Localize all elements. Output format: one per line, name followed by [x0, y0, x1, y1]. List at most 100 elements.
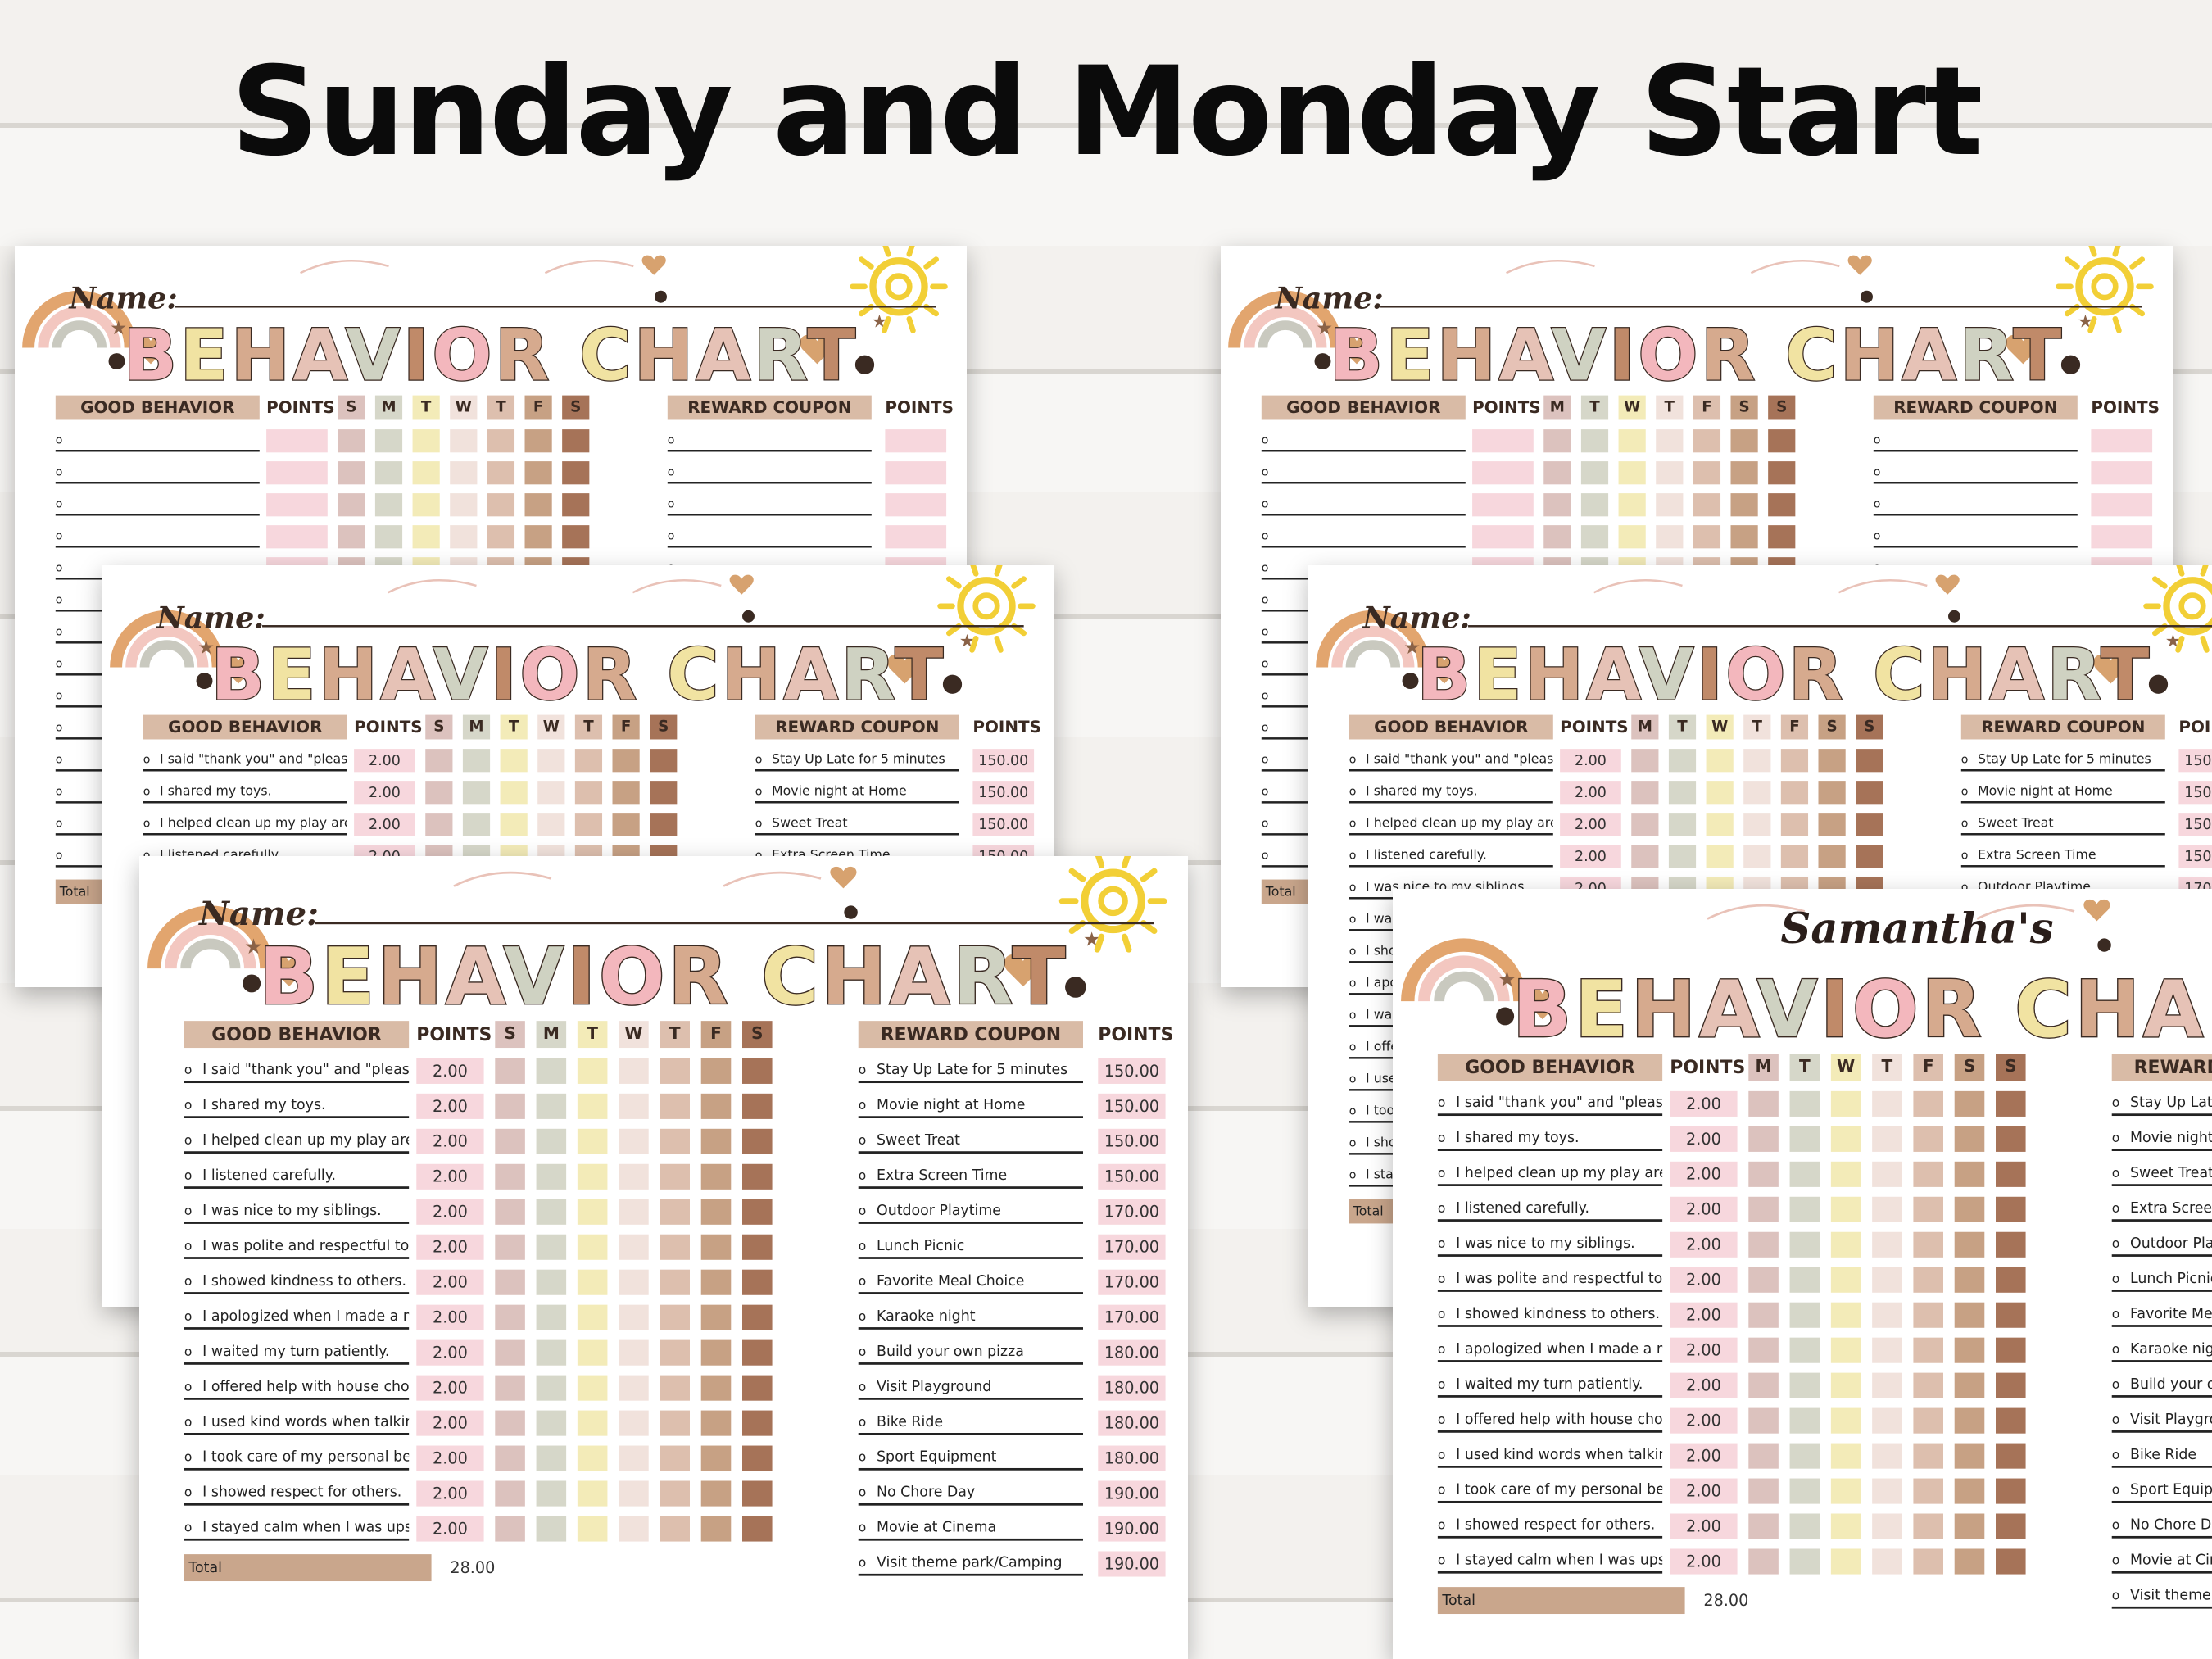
- day-checkbox[interactable]: [1668, 781, 1697, 805]
- day-checkbox[interactable]: [487, 429, 515, 453]
- reward-points[interactable]: 170.00: [1098, 1199, 1166, 1225]
- reward-item[interactable]: Extra Screen Time: [858, 1164, 1083, 1189]
- day-checkbox[interactable]: [1743, 781, 1771, 805]
- day-checkbox[interactable]: [1996, 1513, 2026, 1539]
- day-checkbox[interactable]: [536, 1410, 567, 1436]
- day-checkbox[interactable]: [1996, 1196, 2026, 1222]
- day-checkbox[interactable]: [462, 813, 491, 836]
- behavior-points[interactable]: 2.00: [416, 1093, 484, 1119]
- reward-item[interactable]: Visit Playground: [2111, 1408, 2212, 1433]
- day-checkbox[interactable]: [536, 1093, 567, 1119]
- day-checkbox[interactable]: [1996, 1337, 2026, 1363]
- behavior-item[interactable]: I was nice to my siblings.: [1437, 1232, 1663, 1257]
- name-field[interactable]: [1380, 306, 2142, 308]
- behavior-points[interactable]: 2.00: [416, 1375, 484, 1401]
- day-checkbox[interactable]: [1789, 1126, 1820, 1152]
- day-checkbox[interactable]: [1730, 493, 1758, 517]
- reward-item[interactable]: Sport Equipment: [858, 1446, 1083, 1471]
- behavior-points[interactable]: 2.00: [1670, 1372, 1738, 1398]
- day-checkbox[interactable]: [462, 749, 491, 773]
- day-checkbox[interactable]: [1830, 1196, 1861, 1222]
- day-checkbox[interactable]: [1543, 525, 1571, 549]
- day-checkbox[interactable]: [1789, 1090, 1820, 1117]
- day-checkbox[interactable]: [1913, 1126, 1943, 1152]
- name-field[interactable]: [175, 306, 936, 308]
- day-checkbox[interactable]: [1618, 493, 1646, 517]
- reward-item[interactable]: [667, 461, 872, 484]
- day-checkbox[interactable]: [1580, 429, 1609, 453]
- day-checkbox[interactable]: [1830, 1548, 1861, 1575]
- day-checkbox[interactable]: [536, 1375, 567, 1401]
- day-checkbox[interactable]: [1996, 1090, 2026, 1117]
- reward-item[interactable]: Stay Up Late for 5 minutes: [755, 749, 959, 772]
- day-checkbox[interactable]: [1954, 1090, 1985, 1117]
- day-checkbox[interactable]: [1954, 1372, 1985, 1398]
- day-checkbox[interactable]: [1818, 845, 1846, 868]
- day-checkbox[interactable]: [425, 813, 453, 836]
- day-checkbox[interactable]: [619, 1058, 649, 1084]
- reward-item[interactable]: [667, 493, 872, 516]
- behavior-points[interactable]: 2.00: [354, 749, 415, 773]
- day-checkbox[interactable]: [425, 781, 453, 805]
- day-checkbox[interactable]: [1872, 1090, 1902, 1117]
- behavior-points[interactable]: 2.00: [1560, 749, 1621, 773]
- behavior-points[interactable]: [266, 525, 328, 549]
- day-checkbox[interactable]: [450, 525, 478, 549]
- day-checkbox[interactable]: [742, 1269, 773, 1295]
- reward-item[interactable]: [1873, 461, 2078, 484]
- day-checkbox[interactable]: [1913, 1407, 1943, 1434]
- day-checkbox[interactable]: [619, 1199, 649, 1225]
- reward-item[interactable]: Lunch Picnic: [858, 1235, 1083, 1259]
- behavior-item[interactable]: [55, 525, 260, 548]
- reward-points[interactable]: [2091, 525, 2153, 549]
- day-checkbox[interactable]: [495, 1269, 525, 1295]
- reward-item[interactable]: Sweet Treat: [858, 1129, 1083, 1154]
- day-checkbox[interactable]: [1818, 781, 1846, 805]
- day-checkbox[interactable]: [1872, 1548, 1902, 1575]
- day-checkbox[interactable]: [495, 1058, 525, 1084]
- day-checkbox[interactable]: [660, 1269, 690, 1295]
- reward-item[interactable]: Movie night at Home: [2111, 1126, 2212, 1151]
- reward-item[interactable]: [1873, 429, 2078, 452]
- day-checkbox[interactable]: [1748, 1407, 1779, 1434]
- reward-points[interactable]: 170.00: [1098, 1304, 1166, 1330]
- day-checkbox[interactable]: [495, 1339, 525, 1366]
- behavior-item[interactable]: I offered help with house chores.: [184, 1376, 410, 1400]
- day-checkbox[interactable]: [1954, 1231, 1985, 1258]
- reward-item[interactable]: Sweet Treat: [2111, 1162, 2212, 1186]
- day-checkbox[interactable]: [577, 1339, 608, 1366]
- day-checkbox[interactable]: [1872, 1337, 1902, 1363]
- behavior-item[interactable]: I used kind words when talking.: [184, 1411, 410, 1435]
- day-checkbox[interactable]: [536, 1199, 567, 1225]
- day-checkbox[interactable]: [1789, 1196, 1820, 1222]
- day-checkbox[interactable]: [650, 781, 678, 805]
- day-checkbox[interactable]: [612, 813, 640, 836]
- day-checkbox[interactable]: [619, 1304, 649, 1330]
- reward-item[interactable]: Stay Up Late for 5 minutes: [2111, 1091, 2212, 1117]
- day-checkbox[interactable]: [1656, 493, 1684, 517]
- day-checkbox[interactable]: [577, 1304, 608, 1330]
- day-checkbox[interactable]: [577, 1199, 608, 1225]
- reward-item[interactable]: [667, 525, 872, 548]
- day-checkbox[interactable]: [1872, 1407, 1902, 1434]
- day-checkbox[interactable]: [537, 813, 565, 836]
- day-checkbox[interactable]: [577, 1163, 608, 1190]
- behavior-item[interactable]: I helped clean up my play area.: [143, 813, 347, 836]
- day-checkbox[interactable]: [1872, 1478, 1902, 1504]
- reward-item[interactable]: Extra Screen Time: [2111, 1197, 2212, 1222]
- day-checkbox[interactable]: [1830, 1090, 1861, 1117]
- reward-item[interactable]: Visit theme park/Camping: [2111, 1584, 2212, 1609]
- reward-item[interactable]: [1873, 493, 2078, 516]
- day-checkbox[interactable]: [1656, 461, 1684, 485]
- reward-points[interactable]: [885, 493, 947, 517]
- reward-item[interactable]: Sweet Treat: [755, 813, 959, 836]
- day-checkbox[interactable]: [1693, 461, 1721, 485]
- day-checkbox[interactable]: [1913, 1267, 1943, 1293]
- reward-points[interactable]: 180.00: [1098, 1410, 1166, 1436]
- behavior-item[interactable]: I shared my toys.: [1349, 781, 1553, 804]
- day-checkbox[interactable]: [562, 461, 590, 485]
- day-checkbox[interactable]: [412, 429, 440, 453]
- behavior-item[interactable]: I shared my toys.: [143, 781, 347, 804]
- behavior-points[interactable]: 2.00: [1670, 1407, 1738, 1434]
- day-checkbox[interactable]: [524, 461, 552, 485]
